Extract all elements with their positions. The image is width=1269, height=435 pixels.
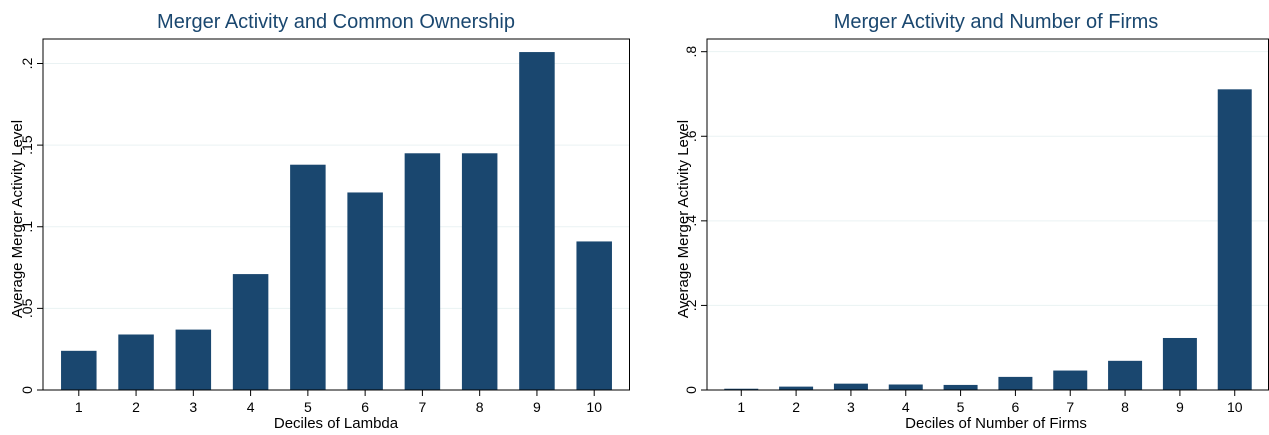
- x-axis-label: Deciles of Number of Firms: [905, 415, 1087, 432]
- x-tick-label: 9: [1176, 399, 1184, 415]
- bar-decile-2: [779, 386, 814, 390]
- bar-decile-1: [724, 388, 759, 390]
- x-tick-label: 5: [957, 399, 965, 415]
- x-tick-label: 1: [75, 399, 83, 415]
- y-tick-label: .2: [19, 57, 35, 69]
- y-tick-label: .4: [683, 215, 699, 227]
- bar-decile-4: [888, 384, 923, 390]
- bar-decile-1: [61, 350, 97, 390]
- y-tick-label: .2: [683, 299, 699, 311]
- bar-decile-3: [833, 383, 868, 390]
- y-tick-label: .15: [19, 135, 35, 155]
- merger-common-ownership-panel: 0 .05 .1 .15 .2 1 2 3 4 5 6 7 8 9 10 Merger Activity a…: [0, 0, 630, 435]
- bar-decile-8: [461, 153, 498, 390]
- x-axis-label: Deciles of Lambda: [274, 415, 399, 432]
- bar-decile-7: [1053, 370, 1088, 390]
- x-tick-label: 8: [476, 399, 484, 415]
- y-tick-label: .1: [19, 221, 35, 233]
- y-axis-label: Average Merger Activity Level: [9, 120, 26, 318]
- chart-title: Merger Activity and Common Ownership: [157, 11, 515, 33]
- y-tick-label: 0: [19, 386, 35, 394]
- x-tick-label: 10: [1227, 399, 1243, 415]
- y-tick-label: .6: [683, 130, 699, 142]
- chart-title: Merger Activity and Number of Firms: [834, 11, 1159, 33]
- bar-decile-6: [347, 192, 383, 390]
- x-tick-label: 5: [304, 399, 312, 415]
- bar-decile-9: [519, 52, 555, 391]
- merger-number-of-firms-panel: 0 .2 .4 .6 .8 1 2 3 4 5 6 7 8 9 10 Merger Activity and…: [666, 0, 1269, 435]
- x-tick-label: 10: [586, 399, 602, 415]
- plot-frame: [42, 38, 630, 391]
- y-tick-label: .8: [683, 46, 699, 58]
- x-tick-label: 2: [792, 399, 800, 415]
- plot-frame: [706, 38, 1269, 391]
- x-tick-label: 7: [419, 399, 427, 415]
- x-tick-label: 8: [1121, 399, 1129, 415]
- x-tick-label: 7: [1066, 399, 1074, 415]
- bar-decile-2: [118, 334, 154, 390]
- bar-decile-7: [404, 153, 441, 390]
- x-tick-label: 6: [1012, 399, 1020, 415]
- x-tick-label: 6: [361, 399, 369, 415]
- bar-decile-5: [290, 164, 326, 390]
- bar-decile-10: [576, 241, 612, 390]
- bar-decile-10: [1217, 89, 1252, 390]
- x-tick-label: 3: [847, 399, 855, 415]
- y-axis-label: Average Merger Activity Level: [675, 120, 692, 318]
- merger-common-ownership-chart: 0 .05 .1 .15 .2 1 2 3 4 5 6 7 8 9 10 Merger Activity a…: [9, 11, 630, 432]
- bar-decile-9: [1162, 337, 1197, 390]
- x-tick-label: 4: [247, 399, 255, 415]
- bar-decile-5: [943, 384, 978, 390]
- merger-number-of-firms-chart: 0 .2 .4 .6 .8 1 2 3 4 5 6 7 8 9 10 Merger Activity and…: [675, 11, 1269, 432]
- x-tick-label: 1: [737, 399, 745, 415]
- x-tick-label: 9: [533, 399, 541, 415]
- x-tick-label: 3: [189, 399, 197, 415]
- x-tick-label: 4: [902, 399, 910, 415]
- bar-decile-3: [175, 329, 212, 390]
- y-tick-label: .05: [19, 298, 35, 318]
- x-tick-label: 2: [132, 399, 140, 415]
- bar-decile-8: [1108, 360, 1143, 390]
- y-tick-label: 0: [683, 386, 699, 394]
- bar-decile-6: [998, 376, 1033, 390]
- bar-decile-4: [232, 274, 269, 390]
